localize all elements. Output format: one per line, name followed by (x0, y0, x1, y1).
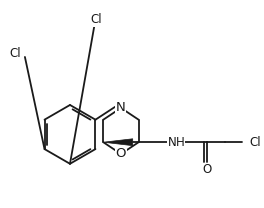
Text: Cl: Cl (249, 136, 261, 149)
Text: Cl: Cl (91, 13, 102, 26)
Polygon shape (103, 139, 133, 146)
Text: O: O (202, 163, 212, 176)
Text: N: N (116, 102, 126, 114)
Text: Cl: Cl (9, 47, 21, 59)
Text: O: O (116, 147, 126, 161)
Text: H: H (175, 136, 184, 149)
Text: N: N (168, 136, 176, 149)
